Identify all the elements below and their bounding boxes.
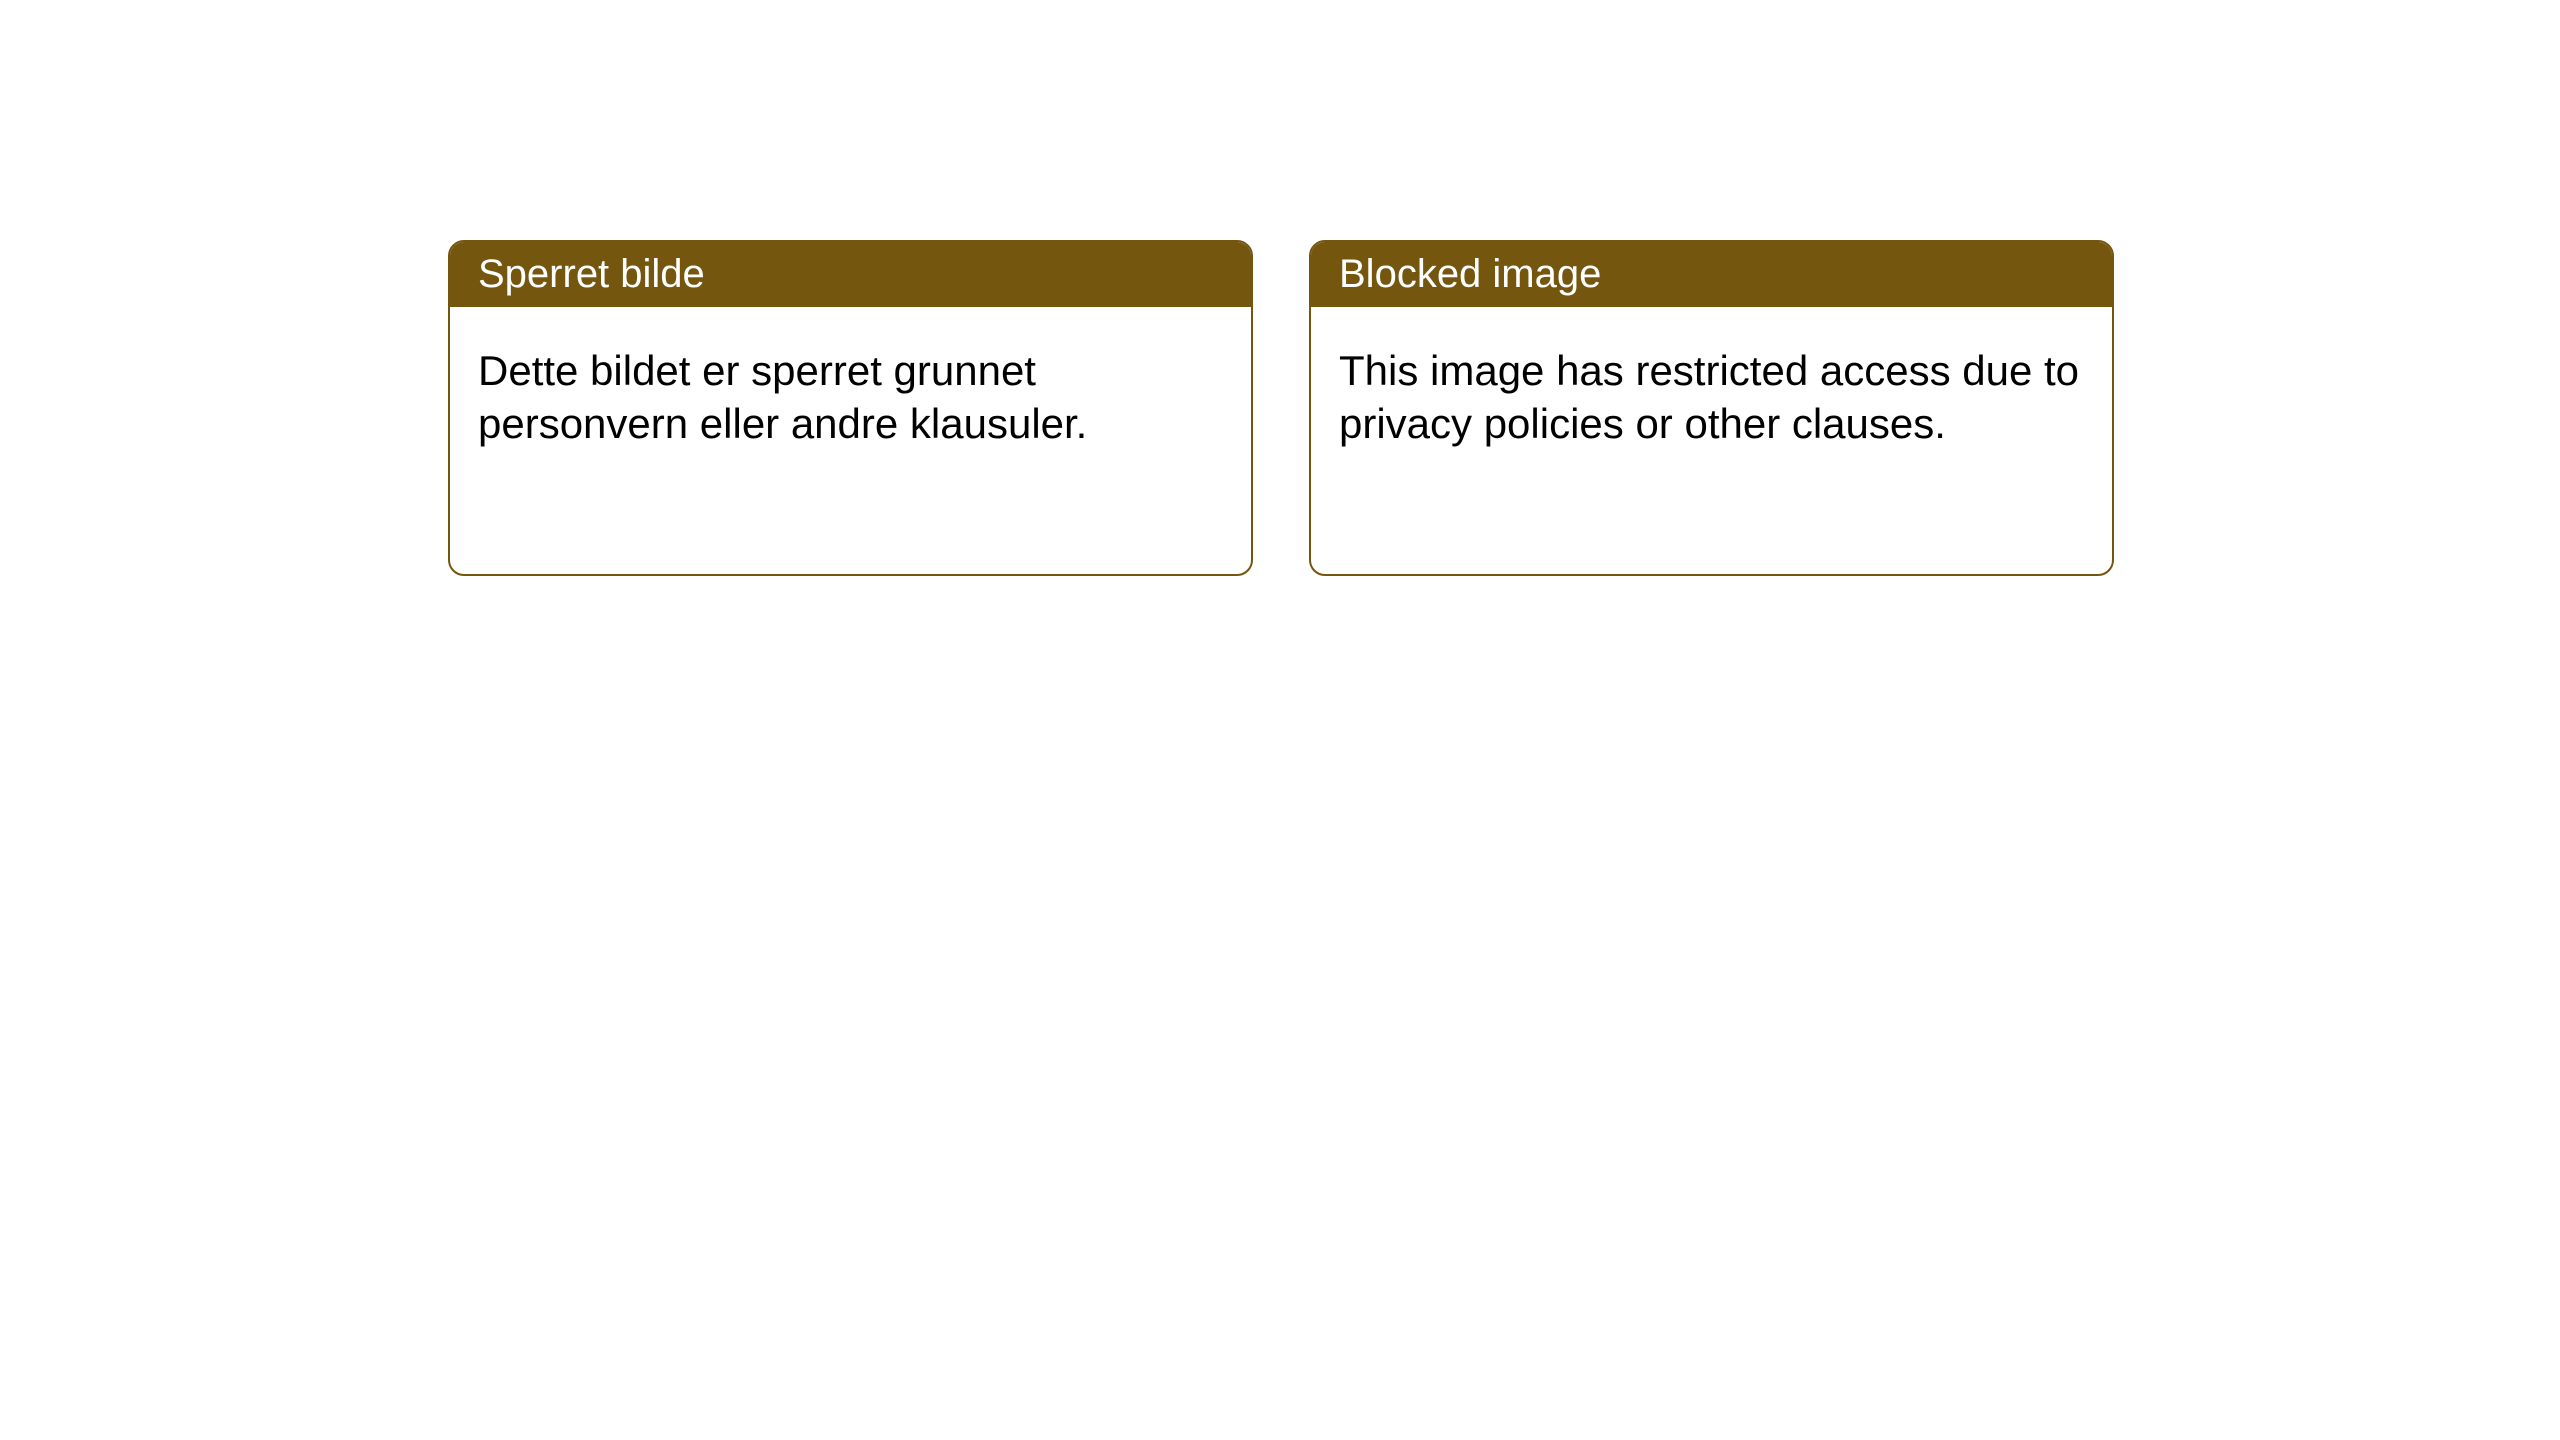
notice-body: This image has restricted access due to … [1311, 307, 2112, 488]
notice-header: Blocked image [1311, 242, 2112, 307]
notice-body: Dette bildet er sperret grunnet personve… [450, 307, 1251, 488]
notice-card-english: Blocked image This image has restricted … [1309, 240, 2114, 576]
notice-card-norwegian: Sperret bilde Dette bildet er sperret gr… [448, 240, 1253, 576]
notice-container: Sperret bilde Dette bildet er sperret gr… [0, 0, 2560, 576]
notice-header: Sperret bilde [450, 242, 1251, 307]
